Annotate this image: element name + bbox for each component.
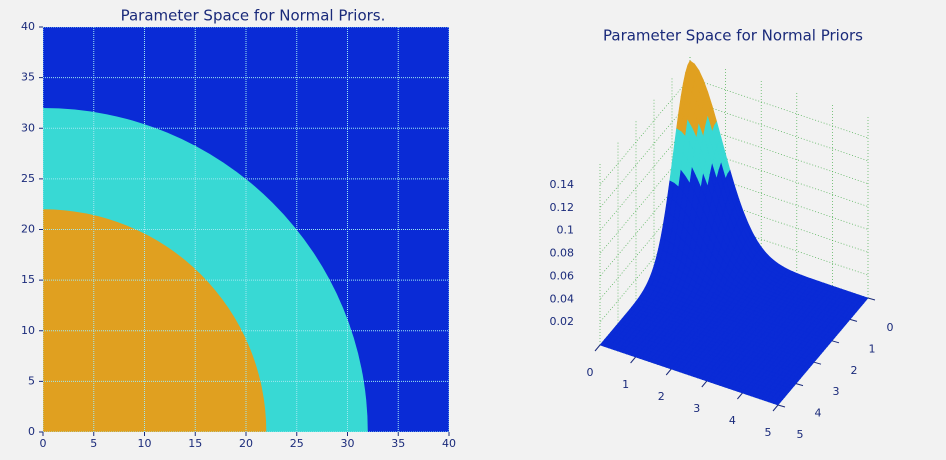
y-tick-label: 30 <box>21 121 35 134</box>
surface <box>599 60 869 406</box>
x-tick-label: 0 <box>40 437 47 450</box>
z-tick-label: 0.02 <box>550 315 575 328</box>
plot-area <box>43 27 449 432</box>
x-tick-label: 2 <box>658 390 665 403</box>
tick-mark <box>665 368 672 376</box>
y-tick-label: 0 <box>887 321 894 334</box>
z-tick-label: 0.12 <box>550 201 575 214</box>
x-tick-label: 1 <box>622 378 629 391</box>
grid-line <box>599 100 691 208</box>
grid-line <box>599 214 691 323</box>
tick-mark <box>737 392 743 400</box>
x-tick-label: 10 <box>138 437 152 450</box>
grid-line <box>599 146 691 254</box>
tick-mark <box>701 380 708 388</box>
tick-mark <box>831 340 840 344</box>
x-tick-label: 30 <box>341 437 355 450</box>
z-tick-label: 0.08 <box>550 247 575 260</box>
y-tick-label: 40 <box>21 20 35 33</box>
grid-line <box>689 123 869 184</box>
x-tick-label: 4 <box>729 414 736 427</box>
y-tick-label: 4 <box>815 407 822 420</box>
chart-title: Parameter Space for Normal Priors. <box>121 7 386 25</box>
y-tick-label: 5 <box>797 428 804 441</box>
chart-title: Parameter Space for Normal Priors <box>603 27 863 45</box>
z-tick-label: 0.06 <box>550 269 575 282</box>
tick-mark <box>777 404 786 408</box>
grid-line <box>599 123 691 231</box>
y-tick-label: 20 <box>21 223 35 236</box>
tick-mark <box>630 356 636 364</box>
grid-line <box>689 169 869 230</box>
y-tick-label: 3 <box>833 385 840 398</box>
x-tick-label: 25 <box>290 437 304 450</box>
x-tick-label: 35 <box>391 437 405 450</box>
x-tick-label: 40 <box>442 437 456 450</box>
y-tick-label: 2 <box>851 364 858 377</box>
y-tick-label: 10 <box>21 324 35 337</box>
z-tick-label: 0.1 <box>557 224 575 237</box>
y-tick-label: 35 <box>21 71 35 84</box>
z-tick-label: 0.04 <box>550 292 575 305</box>
tick-mark <box>772 404 779 412</box>
grid-line <box>689 214 869 276</box>
x-tick-label: 3 <box>693 402 700 415</box>
y-tick-label: 5 <box>28 374 35 387</box>
y-tick-label: 15 <box>21 273 35 286</box>
x-tick-label: 15 <box>188 437 202 450</box>
y-tick-label: 1 <box>869 342 876 355</box>
tick-mark <box>594 344 601 352</box>
grid-line <box>689 146 869 207</box>
grid-line <box>599 169 691 277</box>
x-tick-label: 20 <box>239 437 253 450</box>
y-tick-label: 25 <box>21 172 35 185</box>
tick-mark <box>795 383 804 387</box>
grid-line <box>689 77 869 139</box>
tick-mark <box>849 318 858 322</box>
tick-mark <box>867 297 876 301</box>
z-tick-label: 0.14 <box>550 178 575 191</box>
x-tick-label: 0 <box>587 366 594 379</box>
grid-line <box>689 191 869 253</box>
x-tick-label: 5 <box>90 437 97 450</box>
x-tick-label: 5 <box>765 426 772 439</box>
grid-line <box>599 77 691 186</box>
grid-line <box>689 100 869 162</box>
region <box>43 209 267 432</box>
grid-line <box>599 192 691 300</box>
y-tick-label: 0 <box>28 425 35 438</box>
tick-mark <box>813 361 822 365</box>
